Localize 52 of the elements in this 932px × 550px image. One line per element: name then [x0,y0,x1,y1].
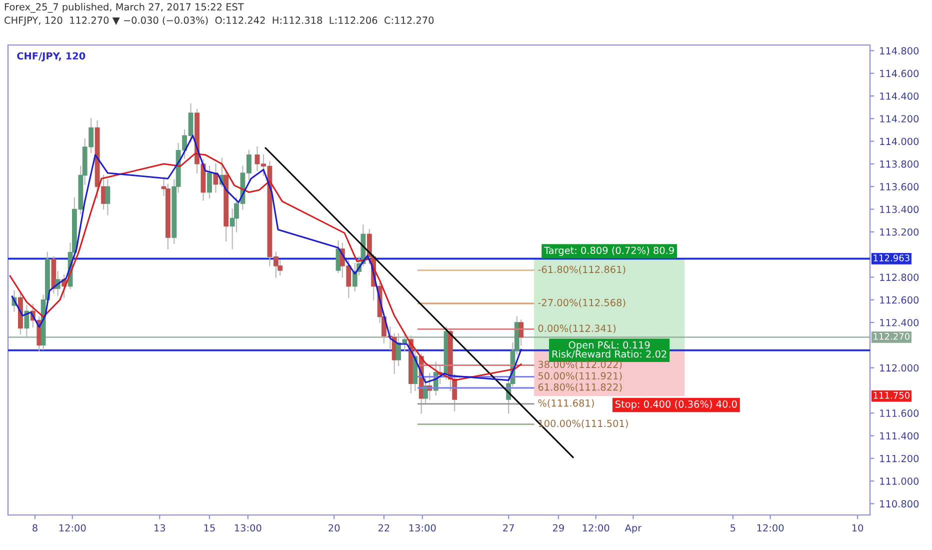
annotation: 50.00%(111.921) [538,372,622,381]
y-tick-label: 113.600 [880,183,919,190]
annotation: -61.80%(112.861) [538,266,626,274]
x-tick-label: Apr [624,524,642,534]
x-tick-label: 8 [32,524,38,532]
x-tick-label: 27 [503,524,514,532]
y-tick-label: 110.800 [880,500,919,508]
y-tick-label: 112.800 [880,274,919,281]
x-tick-label: 29 [552,524,564,532]
y-tick-label: 113.200 [880,228,919,236]
annotation: %(111.681) [538,399,594,408]
x-tick-label: 10 [852,524,864,532]
y-tick-label: 114.800 [880,47,919,54]
y-tick-label: 114.200 [880,115,919,122]
y-tick-label: 111.600 [880,410,919,417]
y-tick-label: 111.200 [880,454,919,462]
annotation: Open P&L: 0.119 Risk/Reward Ratio: 2.02 [552,341,666,358]
candlestick [105,179,110,216]
x-tick-label: 12:00 [582,524,610,532]
text: CHF/JPY, 120 [17,52,86,62]
y-tick-label: 114.400 [880,92,919,100]
annotation: Stop: 0.400 (0.36%) 40.0 [616,400,737,410]
y-tick-label: 112.600 [880,296,919,304]
y-tick-label: 113.400 [880,206,919,214]
ref-line-label: 112.963 [874,254,910,262]
chart-subtitle: Forex_25_7 published, March 27, 2017 15:22 EST CHFJPY, 120 112.270 ▼ −0.030 (−0.03%) O:112.242 H:112.318 L:112.206 C:112.270 [4,3,434,26]
x-tick-label: 13:00 [234,524,262,532]
annotation: 38.00%(112.022) [538,360,622,370]
annotation: Target: 0.809 (0.72%) 80.9 [544,246,674,256]
y-tick-label: 114.000 [880,138,919,146]
text: 111.750 [874,392,910,399]
y-tick-label: 111.400 [880,432,919,440]
x-tick-label: 20 [328,524,340,532]
candlestick [207,166,212,198]
x-tick-label: 12:00 [59,524,86,532]
y-tick-label: 114.600 [880,70,919,78]
y-tick-label: 113.800 [880,160,919,168]
x-tick-label: 13:00 [409,524,436,532]
x-tick-label: 5 [730,524,736,532]
candlestick [24,304,30,337]
y-tick-label: 112.400 [880,318,919,326]
annotation: 0.00%(112.341) [538,324,616,334]
annotation: -27.00%(112.568) [538,298,626,308]
ref-line-label: 112.270 [874,332,910,340]
y-tick-label: 111.000 [880,478,919,485]
candlestick [518,320,524,346]
y-tick-label: 112.000 [880,364,919,372]
x-tick-label: 22 [378,524,390,532]
x-tick-label: 12:00 [757,524,784,532]
x-tick-label: 15 [204,524,215,532]
x-tick-label: 13 [154,524,166,532]
annotation: 61.80%(111.822) [538,383,622,392]
